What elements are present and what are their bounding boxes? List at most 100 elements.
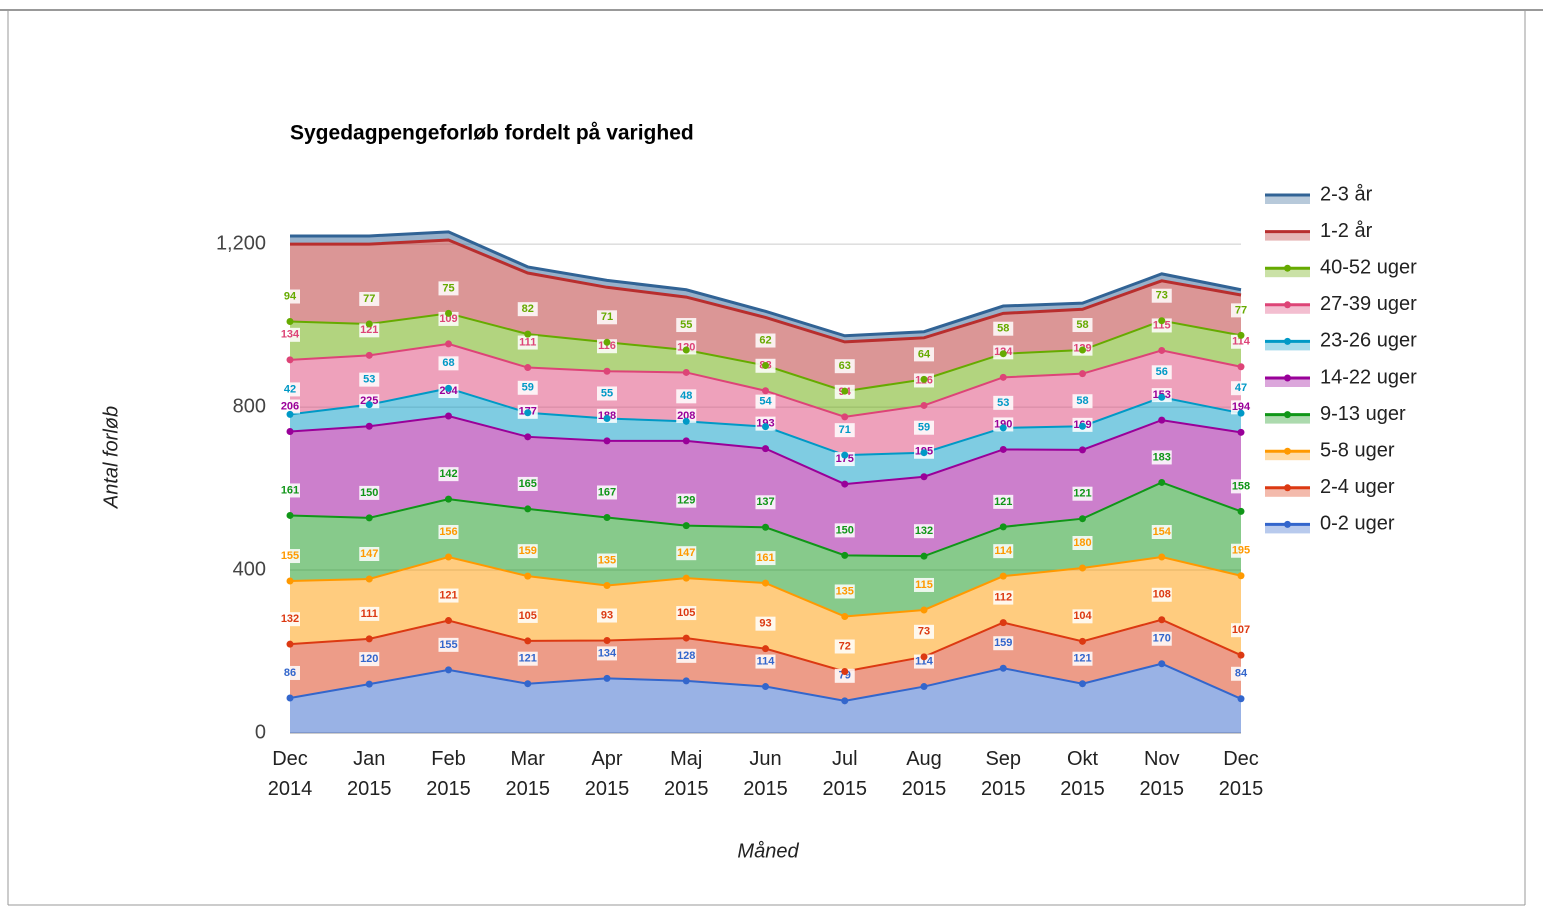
label-bg — [359, 606, 380, 621]
point — [682, 522, 690, 530]
x-tick-label: Dec 2014 — [267, 748, 313, 800]
point — [841, 413, 849, 421]
data-label: 42 — [284, 383, 296, 395]
legend-point — [1284, 264, 1291, 272]
data-label: 121 — [1073, 488, 1091, 500]
data-label: 116 — [598, 340, 616, 352]
point — [920, 653, 928, 661]
point — [999, 523, 1007, 531]
point — [682, 417, 690, 425]
point — [445, 309, 452, 317]
label-bg — [1231, 623, 1251, 638]
point — [1158, 616, 1166, 624]
point — [1237, 651, 1245, 659]
label-bg — [993, 544, 1014, 559]
point — [1079, 370, 1086, 378]
point — [524, 505, 532, 513]
label-bg — [1151, 288, 1172, 303]
point — [1237, 409, 1245, 417]
area-fill — [290, 388, 1241, 485]
point — [445, 617, 452, 625]
point — [603, 582, 611, 590]
data-label: 105 — [519, 610, 537, 622]
x-tick-label: Okt 2015 — [1060, 748, 1105, 800]
point — [445, 340, 452, 348]
point — [365, 401, 373, 409]
data-label: 114 — [915, 655, 934, 667]
point — [762, 387, 769, 395]
data-label: 147 — [677, 547, 695, 559]
label-bg — [517, 476, 538, 491]
legend-label: 1-2 år — [1320, 220, 1373, 242]
legend: 2-3 år 1-2 år 40-52 uger 27-39 uger 23-26 ug… — [1265, 183, 1417, 535]
point — [445, 553, 452, 561]
data-label: 107 — [1232, 624, 1250, 636]
label-bg — [597, 386, 617, 401]
legend-point — [1284, 520, 1291, 528]
data-label: 158 — [1232, 480, 1250, 492]
data-label: 71 — [839, 424, 851, 436]
data-label: 73 — [1156, 290, 1168, 302]
label-bg — [1231, 303, 1251, 318]
x-tick-label: Dec 2015 — [1218, 748, 1264, 800]
point — [682, 634, 690, 642]
data-label: 73 — [918, 626, 930, 638]
legend-swatch — [1265, 378, 1310, 387]
chart-title: Sygedagpengeforløb fordelt på varighed — [290, 122, 694, 145]
label-bg — [993, 636, 1014, 651]
legend-swatch — [1265, 341, 1310, 351]
label-bg — [438, 356, 459, 371]
data-label: 121 — [994, 496, 1012, 508]
point — [1079, 680, 1086, 688]
data-label: 180 — [1073, 537, 1091, 549]
point — [365, 680, 373, 688]
label-bg — [834, 423, 855, 438]
label-bg — [517, 335, 538, 350]
label-bg — [280, 665, 300, 680]
label-bg — [914, 347, 934, 362]
point — [1237, 572, 1245, 580]
label-bg — [676, 546, 697, 561]
data-label: 161 — [281, 484, 299, 496]
label-bg — [438, 281, 459, 296]
label-bg — [676, 318, 697, 333]
point — [1079, 446, 1086, 454]
data-label: 194 — [1232, 401, 1251, 413]
label-bg — [993, 590, 1014, 605]
point — [920, 449, 928, 457]
point — [365, 422, 373, 430]
point — [841, 697, 849, 705]
data-label: 121 — [439, 589, 457, 601]
data-label: 134 — [281, 329, 300, 341]
data-label: 183 — [1153, 451, 1171, 463]
data-label: 129 — [677, 495, 695, 507]
label-bg — [1231, 400, 1251, 415]
point — [286, 318, 294, 326]
data-label: 48 — [680, 390, 692, 402]
y-tick-label: 1,200 — [216, 232, 266, 254]
data-label: 132 — [281, 613, 299, 625]
label-bg — [914, 420, 934, 435]
legend-point — [1284, 411, 1291, 419]
label-bg — [280, 382, 300, 397]
legend-swatch — [1265, 231, 1310, 241]
point — [1158, 346, 1166, 354]
point — [286, 640, 294, 648]
point — [1158, 660, 1166, 668]
data-label: 53 — [363, 374, 375, 386]
x-tick-label: Jan 2015 — [347, 748, 392, 800]
area-line — [290, 230, 1242, 338]
point — [999, 619, 1007, 627]
x-tick-label: Feb 2015 — [426, 748, 471, 800]
data-label: 165 — [519, 478, 537, 490]
x-tick-label: Jul 2015 — [822, 748, 868, 800]
data-label: 105 — [677, 607, 695, 619]
point — [999, 445, 1007, 453]
legend-label: 40-52 uger — [1320, 256, 1417, 278]
data-label: 114 — [994, 545, 1013, 557]
point — [524, 680, 532, 688]
label-bg — [676, 408, 697, 423]
data-label: 159 — [994, 637, 1012, 649]
legend-swatch — [1265, 268, 1310, 278]
